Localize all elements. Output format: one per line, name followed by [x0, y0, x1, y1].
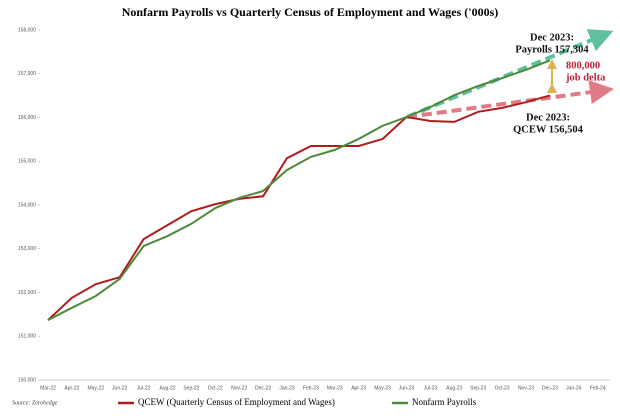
y-tick-label: 155,000 — [18, 159, 36, 165]
annotation: Dec 2023: — [530, 32, 574, 43]
y-tick-label: 157,000 — [18, 71, 36, 77]
x-tick-label: Oct-23 — [495, 385, 510, 391]
annotation: Dec 2023: — [526, 112, 570, 123]
y-tick-label: 156,000 — [18, 115, 36, 121]
x-tick-label: Apr-23 — [351, 385, 366, 391]
y-tick-label: 153,000 — [18, 246, 36, 252]
x-tick-label: Apr-22 — [64, 385, 79, 391]
y-tick-label: 150,000 — [18, 377, 36, 383]
chart-title: Nonfarm Payrolls vs Quarterly Census of … — [122, 5, 499, 19]
x-tick-label: Jul-22 — [137, 385, 151, 391]
x-tick-label: Oct-22 — [208, 385, 223, 391]
trend-arrow — [406, 80, 614, 119]
x-tick-label: Feb-23 — [303, 385, 319, 391]
x-tick-label: Jan-23 — [279, 385, 295, 391]
x-tick-label: May-22 — [87, 385, 104, 391]
annotation: Payrolls 157,304 — [515, 44, 589, 55]
x-tick-label: Jun-23 — [399, 385, 415, 391]
series-line — [47, 94, 551, 321]
x-tick-label: Dec-22 — [255, 385, 271, 391]
x-tick-label: Dec-23 — [542, 385, 558, 391]
x-tick-label: Jun-22 — [112, 385, 128, 391]
x-tick-label: Mar-22 — [40, 385, 56, 391]
x-tick-label: Sep-23 — [470, 385, 486, 391]
legend-label: Nonfarm Payrolls — [412, 397, 477, 407]
annotation: job delta — [565, 72, 606, 83]
x-tick-label: Sep-22 — [183, 385, 199, 391]
series-line — [47, 59, 551, 321]
x-tick-label: May-23 — [374, 385, 391, 391]
x-tick-label: Nov-22 — [231, 385, 247, 391]
y-tick-label: 158,000 — [18, 27, 36, 33]
x-tick-label: Jul-23 — [424, 385, 438, 391]
annotation: QCEW 156,504 — [513, 124, 584, 135]
y-tick-label: 154,000 — [18, 202, 36, 208]
x-tick-label: Mar-23 — [327, 385, 343, 391]
x-tick-label: Aug-22 — [159, 385, 175, 391]
x-tick-label: Jan-24 — [566, 385, 582, 391]
legend-label: QCEW (Quarterly Census of Employment and… — [138, 397, 335, 407]
y-tick-label: 151,000 — [18, 334, 36, 340]
source: Source: Zerohedge — [12, 400, 58, 406]
annotation: 800,000 — [566, 60, 600, 71]
x-tick-label: Aug-23 — [446, 385, 462, 391]
y-tick-label: 152,000 — [18, 290, 36, 296]
x-tick-label: Feb-24 — [590, 385, 606, 391]
x-tick-label: Nov-23 — [518, 385, 534, 391]
